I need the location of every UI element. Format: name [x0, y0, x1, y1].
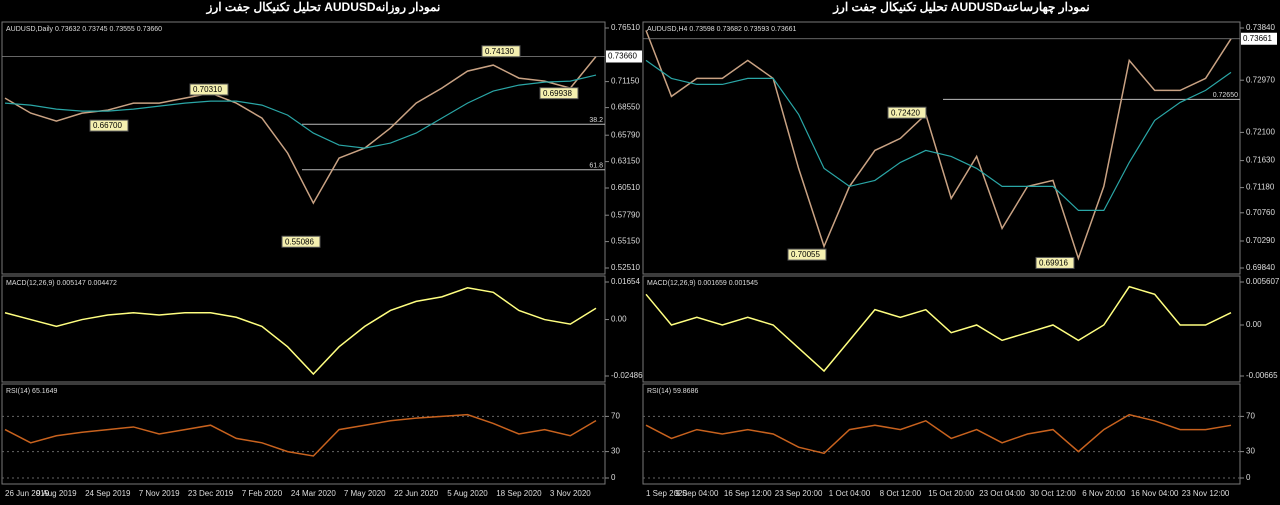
panel-legend: RSI(14) 59.8686 — [647, 388, 698, 395]
y-tick-label: 70 — [611, 412, 620, 421]
annotation-label: 0.70055 — [791, 250, 820, 259]
series-line — [4, 74, 597, 149]
y-tick-label: 0.63150 — [611, 157, 640, 166]
y-tick-label: 0.71180 — [1246, 183, 1275, 192]
series-line — [4, 286, 597, 376]
y-tick-label: 0.00 — [1246, 320, 1262, 329]
price-box — [606, 50, 642, 63]
annotation-label: 0.72420 — [891, 108, 920, 117]
y-tick-label: -0.02486 — [611, 371, 643, 380]
series-line — [645, 285, 1232, 373]
x-tick-label: 6 Nov 20:00 — [1082, 489, 1126, 498]
y-tick-label: 0.005607 — [1246, 277, 1280, 286]
x-tick-label: 23 Nov 12:00 — [1182, 489, 1230, 498]
x-tick-label: 9 Sep 04:00 — [675, 489, 719, 498]
y-tick-label: 0 — [611, 473, 616, 482]
x-tick-label: 8 Oct 12:00 — [880, 489, 922, 498]
annotation-box — [787, 248, 827, 261]
y-tick-label: 70 — [1246, 412, 1255, 421]
x-tick-label: 23 Sep 20:00 — [775, 489, 823, 498]
y-tick-label: 0.55150 — [611, 237, 640, 246]
annotation-box — [1035, 256, 1075, 269]
annotation-label: 0.69938 — [543, 89, 572, 98]
x-tick-label: 24 Mar 2020 — [291, 489, 336, 498]
annotation-box — [281, 235, 321, 248]
panel-legend: MACD(12,26,9) 0.001659 0.001545 — [647, 280, 758, 287]
x-tick-label: 23 Dec 2019 — [188, 489, 234, 498]
panel — [1, 383, 606, 485]
series-line — [645, 59, 1232, 211]
x-tick-label: 23 Oct 04:00 — [979, 489, 1025, 498]
level-label: 0.72650 — [1213, 92, 1238, 99]
y-tick-label: 0.72100 — [1246, 128, 1275, 137]
annotation-label: 0.70310 — [193, 85, 222, 94]
x-tick-label: 16 Nov 04:00 — [1131, 489, 1179, 498]
annotation-label: 0.74130 — [485, 47, 514, 56]
series-line — [4, 413, 597, 457]
x-tick-label: 16 Sep 12:00 — [724, 489, 772, 498]
x-tick-label: 26 Jun 2019 — [5, 489, 50, 498]
series-line — [645, 30, 1232, 261]
x-tick-label: 22 Jun 2020 — [394, 489, 439, 498]
level-label: 61.8 — [589, 163, 603, 170]
x-tick-label: 15 Oct 20:00 — [928, 489, 974, 498]
y-tick-label: 0.70290 — [1246, 236, 1275, 245]
price-label: 0.73660 — [608, 52, 637, 61]
y-tick-label: 0.70760 — [1246, 208, 1275, 217]
y-tick-label: 0.01654 — [611, 277, 640, 286]
y-tick-label: 0.57790 — [611, 210, 640, 219]
annotation-label: 0.69916 — [1039, 259, 1068, 268]
y-tick-label: 0.72970 — [1246, 75, 1275, 84]
panel-legend: RSI(14) 65.1649 — [6, 388, 57, 395]
y-tick-label: 0.68550 — [611, 103, 640, 112]
y-tick-label: 0.65790 — [611, 130, 640, 139]
panel — [642, 275, 1241, 383]
price-label: 0.73661 — [1243, 34, 1272, 43]
y-tick-label: -0.00665 — [1246, 371, 1278, 380]
panel-legend: MACD(12,26,9) 0.005147 0.004472 — [6, 280, 117, 287]
y-tick-label: 0.00 — [611, 315, 627, 324]
panel-legend: AUDUSD,H4 0.73598 0.73682 0.73593 0.7366… — [647, 26, 797, 33]
y-tick-label: 30 — [1246, 447, 1255, 456]
panel — [642, 21, 1241, 275]
y-tick-label: 0.71630 — [1246, 156, 1275, 165]
annotation-box — [189, 83, 229, 96]
y-tick-label: 0.71150 — [611, 77, 640, 86]
panel — [642, 383, 1241, 485]
x-tick-label: 30 Oct 12:00 — [1030, 489, 1076, 498]
y-tick-label: 30 — [611, 447, 620, 456]
chart-title: تحلیل تکنیکال جفت ارز AUDUSDنمودار چهارس… — [832, 0, 1089, 15]
panel-legend: AUDUSD,Daily 0.73632 0.73745 0.73555 0.7… — [6, 26, 162, 33]
x-tick-label: 7 May 2020 — [344, 489, 386, 498]
x-tick-label: 7 Nov 2019 — [139, 489, 180, 498]
y-tick-label: 0 — [1246, 473, 1251, 482]
x-tick-label: 18 Sep 2020 — [496, 489, 542, 498]
y-tick-label: 0.69840 — [1246, 263, 1275, 272]
y-tick-label: 0.52510 — [611, 263, 640, 272]
annotation-box — [539, 87, 579, 100]
x-tick-label: 5 Aug 2020 — [447, 489, 488, 498]
annotation-box — [887, 106, 927, 119]
annotation-label: 0.66700 — [93, 121, 122, 130]
x-tick-label: 9 Aug 2019 — [36, 489, 77, 498]
y-tick-label: 0.60510 — [611, 183, 640, 192]
x-tick-label: 24 Sep 2019 — [85, 489, 131, 498]
series-line — [645, 413, 1232, 455]
chart-title: تحلیل تکنیکال جفت ارز AUDUSDنمودار روزان… — [206, 0, 441, 15]
level-label: 38.2 — [589, 117, 603, 124]
annotation-label: 0.55086 — [285, 237, 314, 246]
price-box — [1241, 32, 1277, 45]
y-tick-label: 0.73840 — [1246, 23, 1275, 32]
x-tick-label: 3 Nov 2020 — [550, 489, 591, 498]
annotation-box — [481, 45, 521, 58]
x-tick-label: 7 Feb 2020 — [242, 489, 283, 498]
x-tick-label: 1 Sep 2020 — [646, 489, 687, 498]
panel — [1, 21, 606, 275]
annotation-box — [89, 119, 129, 132]
panel — [1, 275, 606, 383]
x-tick-label: 1 Oct 04:00 — [829, 489, 871, 498]
y-tick-label: 0.76510 — [611, 23, 640, 32]
